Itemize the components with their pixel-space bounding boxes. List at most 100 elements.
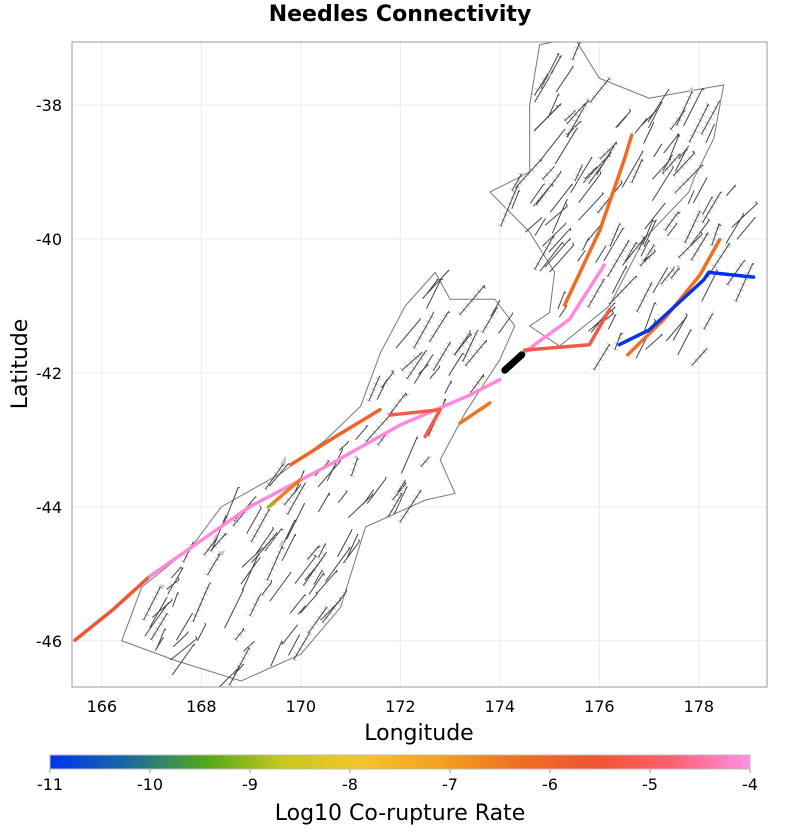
fault-trace [498,312,514,334]
fault-trace [616,115,627,128]
fault-trace [281,533,297,562]
fault-trace [299,591,318,614]
fault-trace [482,306,499,333]
fault-trace [406,349,428,380]
x-axis-label: Longitude [364,721,473,746]
y-tick-label: -46 [36,632,62,651]
rupture-line [147,377,502,579]
rupture-line [269,478,302,507]
fault-trace [539,241,565,272]
fault-trace [634,117,647,134]
fault-trace [362,489,375,505]
fault-trace [464,339,488,367]
fault-trace [615,108,632,128]
fault-trace [705,123,716,144]
source-section-line [501,351,526,374]
fault-trace [644,202,666,230]
fault-trace [645,333,663,350]
fault-trace [665,316,687,342]
x-tick-label: 176 [584,697,615,716]
fault-trace [668,134,680,162]
fault-trace [547,93,560,118]
x-tick-label: 170 [286,697,317,716]
fault-trace [399,489,422,523]
rupture-lines [73,133,756,642]
fault-trace [549,242,575,273]
fault-trace [636,281,653,313]
colorbar-ticks: -11 -10 -9 -8 -7 -6 -5 -4 [37,769,758,794]
fault-trace [170,566,182,579]
rupture-line [388,407,442,439]
fault-trace [587,278,605,308]
fault-trace [631,158,644,184]
fault-trace [172,592,179,608]
fault-trace [418,363,429,375]
fault-trace [703,313,714,330]
fault-trace [549,183,573,213]
fault-trace [316,569,338,595]
fault-trace [578,192,605,221]
fault-trace [525,217,543,233]
fault-trace [342,539,360,564]
fault-trace [540,128,566,160]
fault-trace [667,222,678,236]
colorbar-tick-label: -9 [242,775,258,794]
y-tick-label: -40 [36,230,62,249]
fault-trace [642,249,656,262]
colorbar-tick-label: -8 [342,775,358,794]
fault-trace [500,183,519,227]
fault-trace [557,291,567,310]
fault-trace [529,183,546,204]
fault-trace [678,231,703,259]
fault-trace [701,191,722,224]
fault-trace [593,344,611,371]
fault-trace [261,579,273,595]
fault-trace [672,313,688,341]
fault-trace [170,635,198,661]
rupture-line [289,407,382,467]
fault-trace [676,90,694,126]
fault-trace [603,227,625,262]
fault-trace [266,545,284,581]
fault-trace [642,219,655,245]
fault-trace [660,266,675,285]
rupture-line [562,133,634,307]
fault-trace [326,447,344,482]
fault-trace [289,594,307,614]
fault-trace [735,262,755,302]
fault-trace [150,612,168,641]
fault-trace [731,201,758,228]
fault-trace [243,641,255,652]
fault-trace [392,482,407,500]
chart-title: Needles Connectivity [268,2,532,27]
fault-trace [250,508,270,543]
fault-trace [690,218,710,246]
fault-trace [429,365,441,380]
fault-trace [544,203,568,226]
rupture-line [73,574,152,642]
fault-trace [533,73,549,96]
plot-frame [71,41,768,688]
fault-trace [542,222,567,247]
colorbar-tick-label: -7 [442,775,458,794]
colorbar [49,754,751,770]
fault-trace [322,589,348,623]
y-tick-label: -38 [36,96,62,115]
fault-trace [355,425,369,441]
fault-trace [347,493,374,518]
rupture-line [458,401,492,425]
fault-trace [308,572,325,595]
y-tick-label: -42 [36,364,62,383]
fault-trace [702,196,713,216]
x-tick-label: 174 [485,697,516,716]
fault-trace [426,278,440,294]
fault-trace [211,514,228,551]
rupture-line [266,501,276,509]
fault-trace [653,143,663,158]
colorbar-tick-label: -11 [37,775,63,794]
fault-trace [692,177,708,204]
fault-trace [448,353,465,376]
fault-trace [268,462,290,487]
x-tick-label: 172 [385,697,416,716]
